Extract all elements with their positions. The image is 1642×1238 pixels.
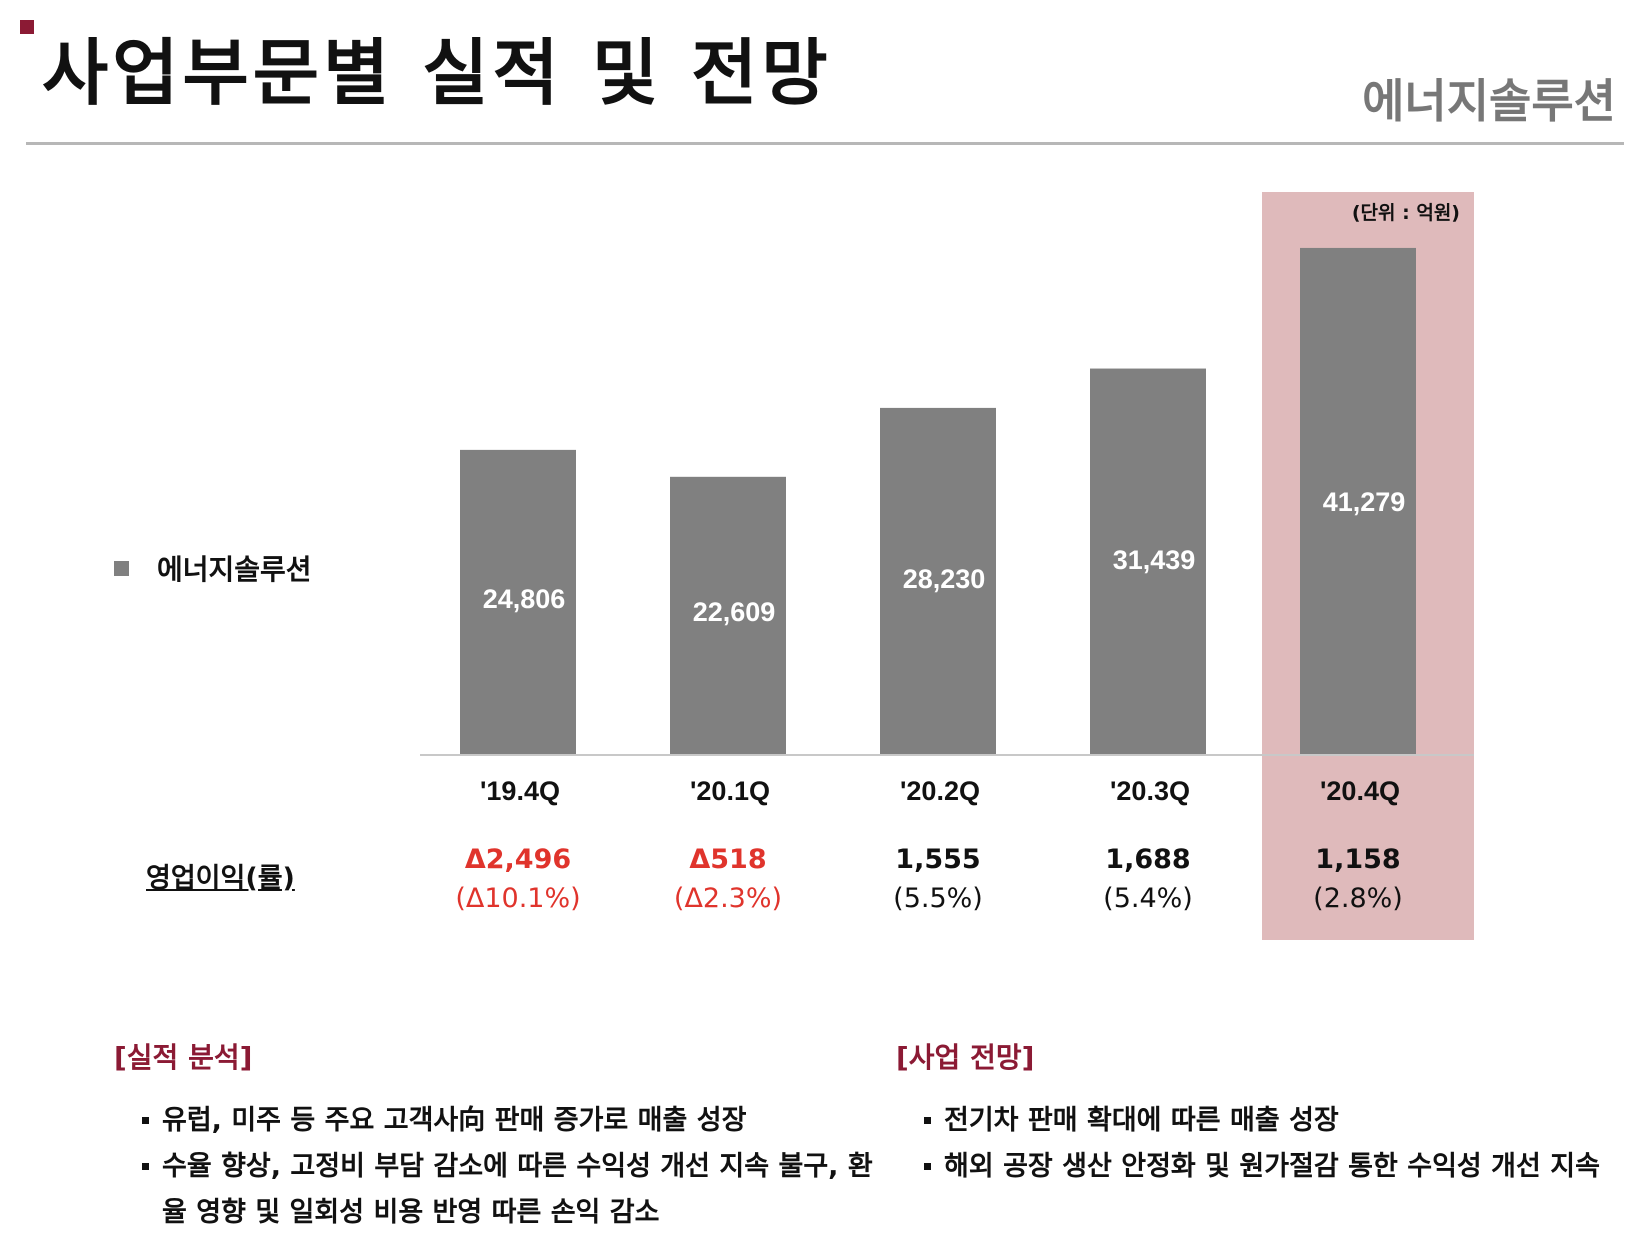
legend-label: 에너지솔루션 (157, 553, 312, 586)
outlook-bullet: 전기차 판매 확대에 따른 매출 성장 (924, 1098, 1616, 1144)
operating-profit-item: Δ518 (Δ2.3%) (623, 842, 833, 920)
analysis-bullet: 유럽, 미주 등 주요 고객사向 판매 증가로 매출 성장 (142, 1098, 894, 1144)
operating-profit-rate: (Δ10.1%) (455, 883, 581, 915)
corner-accent-square (20, 20, 34, 34)
outlook-list: 전기차 판매 확대에 따른 매출 성장 해외 공장 생산 안정화 및 원가절감 … (896, 1098, 1616, 1190)
title-divider (26, 142, 1624, 145)
page-title: 사업부문별 실적 및 전망 (42, 31, 832, 115)
operating-profit-item: 1,158 (2.8%) (1253, 842, 1463, 920)
analysis-list: 유럽, 미주 등 주요 고객사向 판매 증가로 매출 성장 수율 향상, 고정비… (114, 1098, 894, 1236)
bar-value-label: 22,609 (693, 597, 776, 627)
bar-'20.2Q (880, 407, 996, 754)
operating-profit-value: Δ518 (689, 844, 767, 875)
unit-label: (단위 : 억원) (1351, 202, 1460, 224)
x-tick-label: '19.4Q (480, 776, 560, 806)
revenue-bar-chart: 24,806 '19.4Q 22,609 '20.1Q 28,230 '20.2Q 31,4… (420, 247, 1474, 806)
chart-legend: 에너지솔루션 (114, 548, 312, 588)
operating-profit-item: 1,688 (5.4%) (1043, 842, 1253, 920)
operating-profit-value: 1,555 (895, 844, 981, 875)
operating-profit-value: 1,688 (1105, 844, 1191, 875)
bar-value-label: 41,279 (1323, 487, 1406, 517)
x-tick-label: '20.1Q (690, 776, 770, 806)
x-tick-label: '20.2Q (900, 776, 980, 806)
page-subtitle: 에너지솔루션 (1362, 74, 1616, 128)
bar-'20.3Q (1090, 368, 1206, 754)
bar-value-label: 28,230 (903, 564, 986, 594)
bar-'20.1Q (670, 476, 786, 754)
bar-value-label: 31,439 (1113, 545, 1196, 575)
bar-'20.4Q (1300, 247, 1416, 754)
bar-value-label: 24,806 (483, 584, 566, 614)
operating-profit-label: 영업이익(률) (146, 863, 295, 894)
outlook-heading: [사업 전망] (896, 1041, 1035, 1074)
operating-profit-item: Δ2,496 (Δ10.1%) (413, 842, 623, 920)
bar-'19.4Q (460, 449, 576, 754)
x-tick-label: '20.4Q (1320, 776, 1400, 806)
legend-swatch (114, 560, 129, 576)
analysis-heading: [실적 분석] (114, 1041, 253, 1074)
performance-analysis: [실적 분석] 유럽, 미주 등 주요 고객사向 판매 증가로 매출 성장 수율… (114, 1036, 894, 1236)
operating-profit-rate: (2.8%) (1313, 883, 1403, 915)
operating-profit-value: 1,158 (1315, 844, 1401, 875)
operating-profit-rate: (5.5%) (893, 883, 983, 915)
business-outlook: [사업 전망] 전기차 판매 확대에 따른 매출 성장 해외 공장 생산 안정화… (896, 1036, 1616, 1190)
analysis-bullet: 수율 향상, 고정비 부담 감소에 따른 수익성 개선 지속 불구, 환율 영향… (142, 1144, 894, 1236)
operating-profit-item: 1,555 (5.5%) (833, 842, 1043, 920)
operating-profit-rate: (Δ2.3%) (673, 883, 783, 915)
x-tick-label: '20.3Q (1110, 776, 1190, 806)
operating-profit-rate: (5.4%) (1103, 883, 1193, 915)
operating-profit-value: Δ2,496 (464, 844, 572, 875)
outlook-bullet: 해외 공장 생산 안정화 및 원가절감 통한 수익성 개선 지속 (924, 1144, 1616, 1190)
